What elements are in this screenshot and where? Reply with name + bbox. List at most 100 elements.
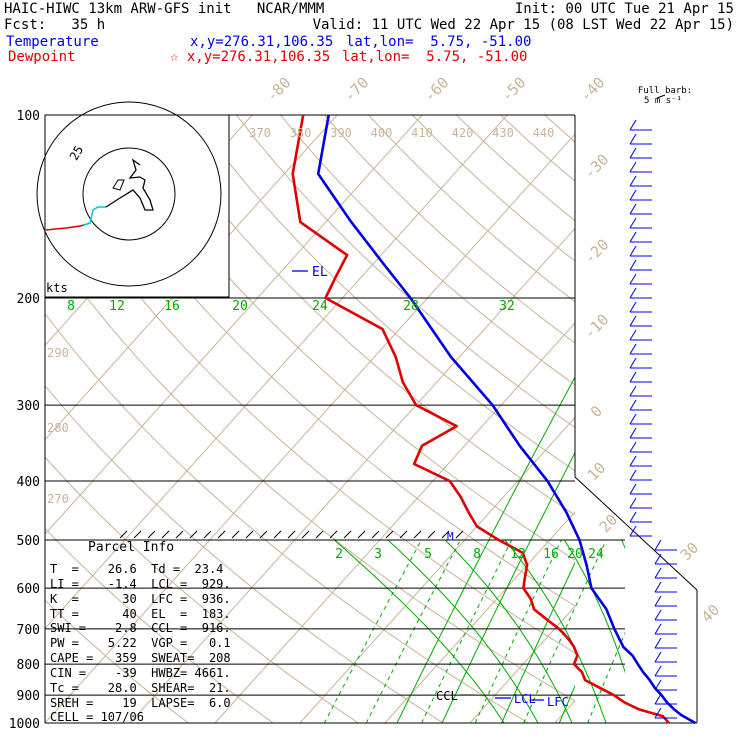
wind-barb-flag — [654, 707, 662, 719]
dry-adiabat-line — [412, 115, 575, 262]
pressure-tick-label: 200 — [17, 292, 40, 307]
pressure-tick-label: 300 — [17, 399, 40, 414]
theta-label: 400 — [371, 126, 393, 140]
temperature-latlon: lat,lon= 5.75, -51.00 — [346, 34, 532, 50]
mixing-ratio-line — [396, 376, 575, 723]
wind-barb-flag — [654, 553, 662, 565]
mixing-ratio-label: 8 — [473, 547, 481, 562]
level-hatch-mark — [133, 530, 142, 539]
isotherm-label: -30 — [581, 151, 613, 183]
dry-adiabat-side-label: 280 — [47, 421, 69, 435]
wind-barb-flag — [629, 427, 637, 439]
isotherm-line — [45, 115, 508, 630]
moist-adiabat-line — [387, 539, 539, 723]
wind-barb-flag — [629, 329, 637, 341]
level-hatch-mark — [343, 530, 352, 539]
wind-barb-flag — [629, 287, 637, 299]
mixing-ratio-line — [558, 684, 575, 723]
wind-barb-flag — [629, 371, 637, 383]
dry-adiabat-line — [45, 384, 444, 723]
wind-barb-flag — [654, 609, 662, 621]
parcel-row: SREH = 19 LAPSE= 6.0 — [50, 696, 231, 710]
mixing-ratio-dashed-line — [587, 631, 625, 723]
parcel-row: PW = 5.22 VGP = 0.1 — [50, 636, 231, 650]
wind-barb-flag — [654, 679, 662, 691]
isotherm-line — [725, 115, 740, 723]
level-hatch-mark — [357, 530, 366, 539]
level-hatch-mark — [217, 530, 226, 539]
mixing-ratio-label: 20 — [567, 547, 583, 562]
mixing-ratio-label: 24 — [588, 547, 604, 562]
level-hatch-mark — [147, 530, 156, 539]
isotherm-line — [299, 416, 575, 723]
isotherm-label: 20 — [596, 511, 622, 537]
mixing-ratio-label: 16 — [543, 547, 559, 562]
mixing-ratio-dashed-line — [632, 540, 706, 723]
wind-barb-flag — [629, 469, 637, 481]
wind-key-barb — [656, 94, 666, 99]
moist-adiabat-line — [334, 539, 505, 723]
dry-adiabat-line — [191, 115, 575, 472]
forecast-hour: Fcst: 35 h — [4, 17, 106, 33]
pressure-tick-label: 900 — [17, 689, 40, 704]
hodograph-trace-low — [45, 224, 85, 231]
isotherm-line — [129, 227, 575, 723]
pressure-tick-label: 700 — [17, 623, 40, 638]
isotherm-label: -40 — [577, 74, 609, 106]
dry-adiabat-line — [45, 599, 189, 723]
mixing-ratio-dashed-line — [666, 540, 738, 723]
pressure-tick-label: 400 — [17, 475, 40, 490]
theta-label: 430 — [492, 126, 514, 140]
isotherm-label: 0 — [587, 402, 606, 421]
dry-adiabat-line — [45, 456, 359, 723]
wind-barb-flag — [629, 189, 637, 201]
hodograph-ring-label: 25 — [67, 143, 86, 163]
level-hatch-mark — [203, 530, 212, 539]
run-title: HAIC-HIWC 13km ARW-GFS init NCAR/MMM — [4, 1, 325, 17]
level-hatch-mark — [287, 530, 296, 539]
wind-barb-flag — [654, 637, 662, 649]
lcl-level-label: LCL — [514, 692, 536, 706]
dry-adiabat-line — [147, 115, 575, 516]
dry-adiabat-line — [45, 164, 575, 654]
level-hatch-mark — [427, 530, 436, 539]
el-level-label: EL — [312, 265, 328, 280]
dry-adiabat-line — [103, 115, 575, 561]
wind-barb-flag — [654, 651, 662, 663]
mixing-ratio-dashed-line — [693, 540, 740, 723]
temperature-xy: x,y=276.31,106.35 — [190, 34, 334, 50]
pressure-tick-label: 600 — [17, 582, 40, 597]
hodograph-units-label: kts — [46, 281, 68, 295]
wind-barb-flag — [654, 595, 662, 607]
wind-barb-flag — [629, 441, 637, 453]
isotherm-label: 40 — [698, 601, 724, 627]
wind-barb-flag — [629, 147, 637, 159]
wind-barb-flag — [654, 693, 662, 705]
dry-adiabat-line — [59, 115, 575, 607]
init-time: Init: 00 UTC Tue 21 Apr 15 — [514, 1, 734, 17]
isotherm-label: -20 — [581, 236, 613, 268]
parcel-row: CIN = -39 HWBZ= 4661. — [50, 666, 231, 680]
header: HAIC-HIWC 13km ARW-GFS init NCAR/MMM Ini… — [0, 0, 740, 70]
pressure-tick-label: 1000 — [9, 717, 40, 732]
level-hatch-mark — [371, 530, 380, 539]
level-hatch-mark — [315, 530, 324, 539]
mixing-ratio-line — [650, 298, 740, 723]
dewpoint-profile-line — [291, 114, 670, 724]
theta-label: 420 — [452, 126, 474, 140]
mixing-ratio-label: 3 — [374, 547, 382, 562]
level-hatch-mark — [231, 530, 240, 539]
wind-barb-flag — [629, 133, 637, 145]
level-hatch-mark — [385, 530, 394, 539]
isotherm-line — [384, 511, 575, 723]
isotherm-label: -50 — [498, 74, 530, 106]
mixing-ratio-line — [501, 561, 575, 723]
wind-barb-flag — [629, 315, 637, 327]
mixing-ratio-line — [705, 298, 740, 723]
mixing-ratio-label: 12 — [109, 299, 125, 314]
level-hatch-mark — [329, 530, 338, 539]
theta-label: 390 — [330, 126, 352, 140]
dewpoint-xy: ☆ x,y=276.31,106.35 — [170, 49, 331, 65]
mixing-ratio-label: 16 — [164, 299, 180, 314]
